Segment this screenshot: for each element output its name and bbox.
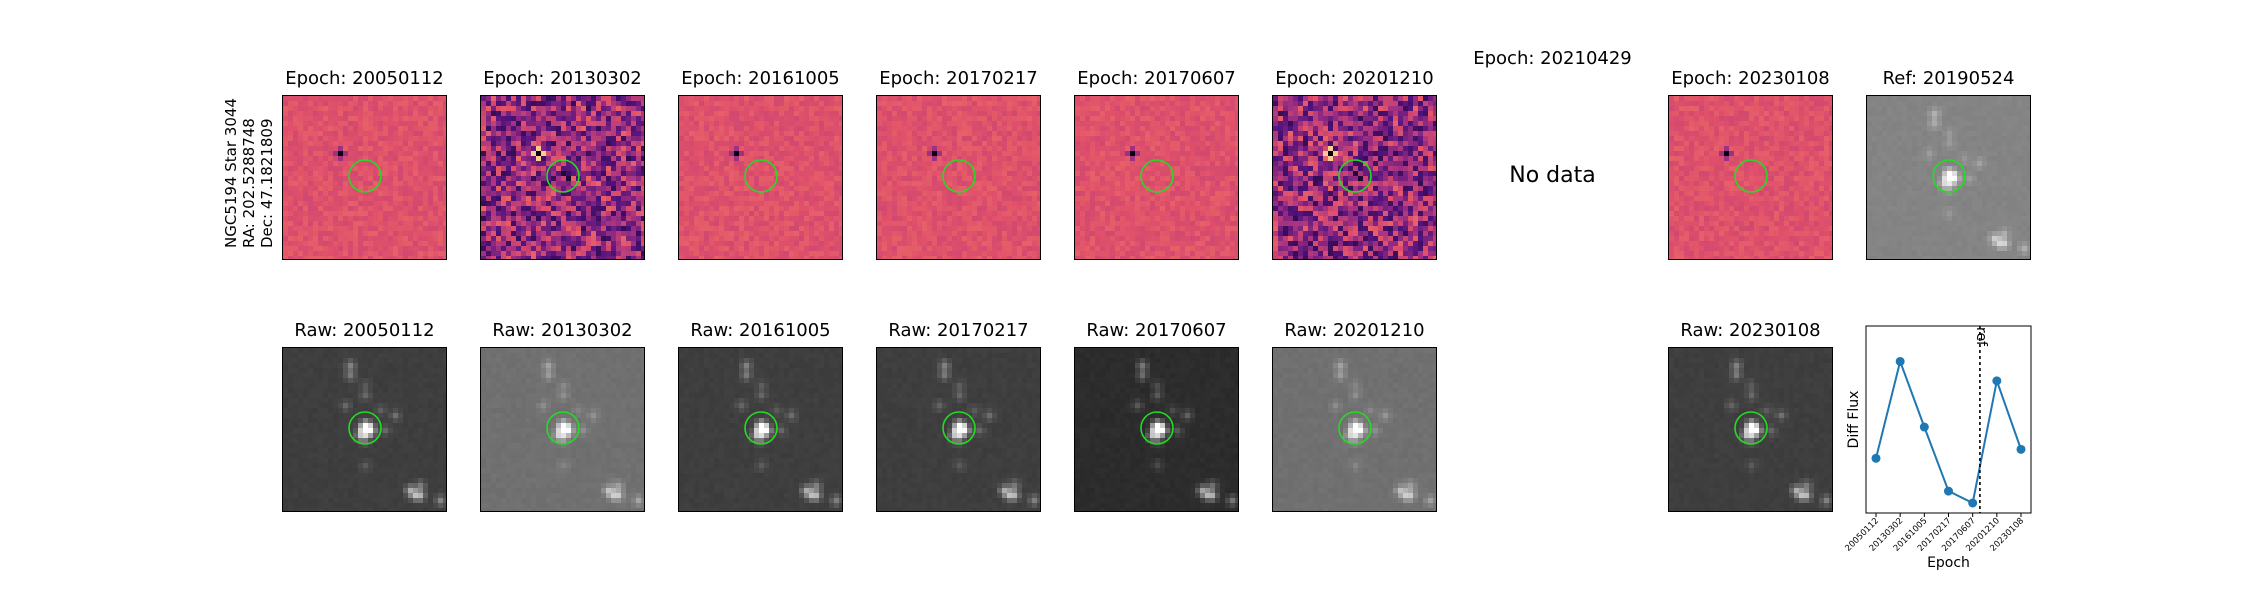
diff-title-7: Epoch: 20230108: [1671, 68, 1830, 89]
ref-line-label: ref: [1973, 327, 1989, 347]
raw-image-4: [1074, 347, 1239, 512]
chart-frame: [1865, 325, 2032, 514]
target-circle: [546, 411, 580, 445]
target-circle: [1140, 159, 1174, 193]
data-point: [1992, 376, 2002, 386]
target-circle: [942, 159, 976, 193]
target-circle: [1734, 159, 1768, 193]
ref-title: Ref: 20190524: [1882, 68, 2015, 89]
diff-title-1: Epoch: 20130302: [483, 68, 642, 89]
data-point: [1919, 422, 1929, 432]
raw-title-4: Raw: 20170607: [1086, 320, 1227, 341]
no-data-label: No data: [1509, 163, 1596, 188]
diff-title-6: Epoch: 20210429: [1473, 48, 1632, 69]
y-axis-label: Diff Flux: [1846, 391, 1862, 449]
diff-title-2: Epoch: 20161005: [681, 68, 840, 89]
target-circle: [348, 159, 382, 193]
data-point: [2016, 444, 2026, 454]
target-circle: [1140, 411, 1174, 445]
raw-image-0: [282, 347, 447, 512]
diff-image-4: [1074, 95, 1239, 260]
raw-title-1: Raw: 20130302: [492, 320, 633, 341]
data-point: [1968, 498, 1978, 508]
diff-image-3: [876, 95, 1041, 260]
ref-image: [1866, 95, 2031, 260]
diff-title-4: Epoch: 20170607: [1077, 68, 1236, 89]
diff-image-5: [1272, 95, 1437, 260]
raw-title-3: Raw: 20170217: [888, 320, 1029, 341]
target-circle: [1734, 411, 1768, 445]
target-circle: [1932, 159, 1966, 193]
target-circle: [546, 159, 580, 193]
data-point: [1944, 486, 1953, 496]
target-circle: [942, 411, 976, 445]
raw-title-5: Raw: 20201210: [1284, 320, 1425, 341]
diff-image-1: [480, 95, 645, 260]
raw-title-6: Raw: 20230108: [1680, 320, 1821, 341]
raw-image-6: [1668, 347, 1833, 512]
raw-image-5: [1272, 347, 1437, 512]
raw-title-0: Raw: 20050112: [294, 320, 435, 341]
diff-title-0: Epoch: 20050112: [285, 68, 444, 89]
diff-image-7: [1668, 95, 1833, 260]
raw-image-1: [480, 347, 645, 512]
target-circle: [1338, 411, 1372, 445]
data-point: [1895, 356, 1905, 366]
x-axis-label: Epoch: [1927, 555, 1970, 571]
data-point: [1871, 453, 1881, 463]
target-circle: [348, 411, 382, 445]
raw-title-2: Raw: 20161005: [690, 320, 831, 341]
diff-image-2: [678, 95, 843, 260]
diff-title-5: Epoch: 20201210: [1275, 68, 1434, 89]
raw-image-2: [678, 347, 843, 512]
target-circle: [744, 159, 778, 193]
target-circle: [1338, 159, 1372, 193]
diff-image-0: [282, 95, 447, 260]
target-circle: [744, 411, 778, 445]
diff-title-3: Epoch: 20170217: [879, 68, 1038, 89]
raw-image-3: [876, 347, 1041, 512]
